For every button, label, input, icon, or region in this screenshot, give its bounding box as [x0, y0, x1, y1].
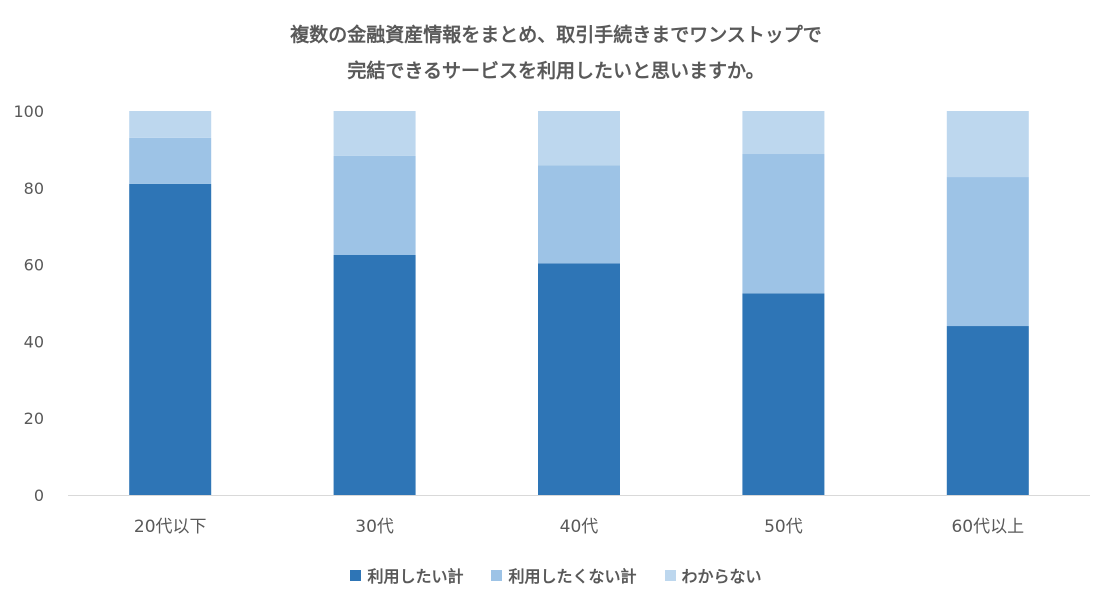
y-tick-label: 60: [24, 256, 44, 275]
legend-item-want: 利用したい計: [350, 563, 463, 587]
bar-segment-unknown-4: [742, 111, 825, 155]
y-tick-label: 0: [34, 486, 44, 505]
bar-segment-unknown-5: [946, 111, 1029, 178]
bar-segment-want-3: [538, 263, 620, 495]
legend-swatch-want: [350, 569, 362, 581]
bar-segment-not-want-2: [333, 155, 416, 255]
bar-segment-not-want-1: [129, 137, 212, 184]
legend-swatch-unknown: [664, 569, 676, 581]
chart-title-line-2: 完結できるサービスを利用したいと思いますか。: [347, 60, 765, 82]
y-tick-label: 100: [13, 102, 44, 121]
legend-item-unknown: わからない: [664, 563, 762, 587]
bar-segment-unknown-2: [333, 111, 416, 156]
legend-swatch-not-want: [491, 569, 503, 581]
legend-item-not-want: 利用したくない計: [491, 563, 637, 587]
bar-segment-unknown-1: [129, 111, 212, 138]
x-tick-label: 40代: [560, 517, 599, 537]
chart-title-line-1: 複数の金融資産情報をまとめ、取引手続きまでワンストップで: [290, 24, 822, 46]
y-tick-label: 80: [24, 179, 44, 198]
x-tick-label: 20代以下: [134, 517, 207, 537]
bar-segment-want-2: [333, 255, 416, 495]
bar-segment-unknown-3: [538, 111, 620, 166]
x-tick-label: 50代: [764, 517, 803, 537]
bar-segment-not-want-4: [742, 154, 825, 294]
bar-segment-want-4: [742, 293, 825, 495]
y-tick-label: 40: [24, 332, 44, 351]
x-tick-label: 30代: [355, 517, 394, 537]
bar-segment-want-5: [946, 326, 1029, 495]
x-tick-label: 60代以上: [951, 517, 1024, 537]
chart-legend: 利用したい計 利用したくない計 わからない: [0, 563, 1112, 587]
legend-label-not-want: 利用したくない計: [508, 567, 637, 586]
bar-segment-not-want-5: [946, 177, 1029, 327]
legend-label-unknown: わからない: [681, 567, 762, 586]
bar-segment-not-want-3: [538, 165, 620, 264]
legend-label-want: 利用したい計: [367, 567, 464, 586]
bar-segment-want-1: [129, 183, 212, 495]
y-tick-label: 20: [24, 409, 44, 428]
